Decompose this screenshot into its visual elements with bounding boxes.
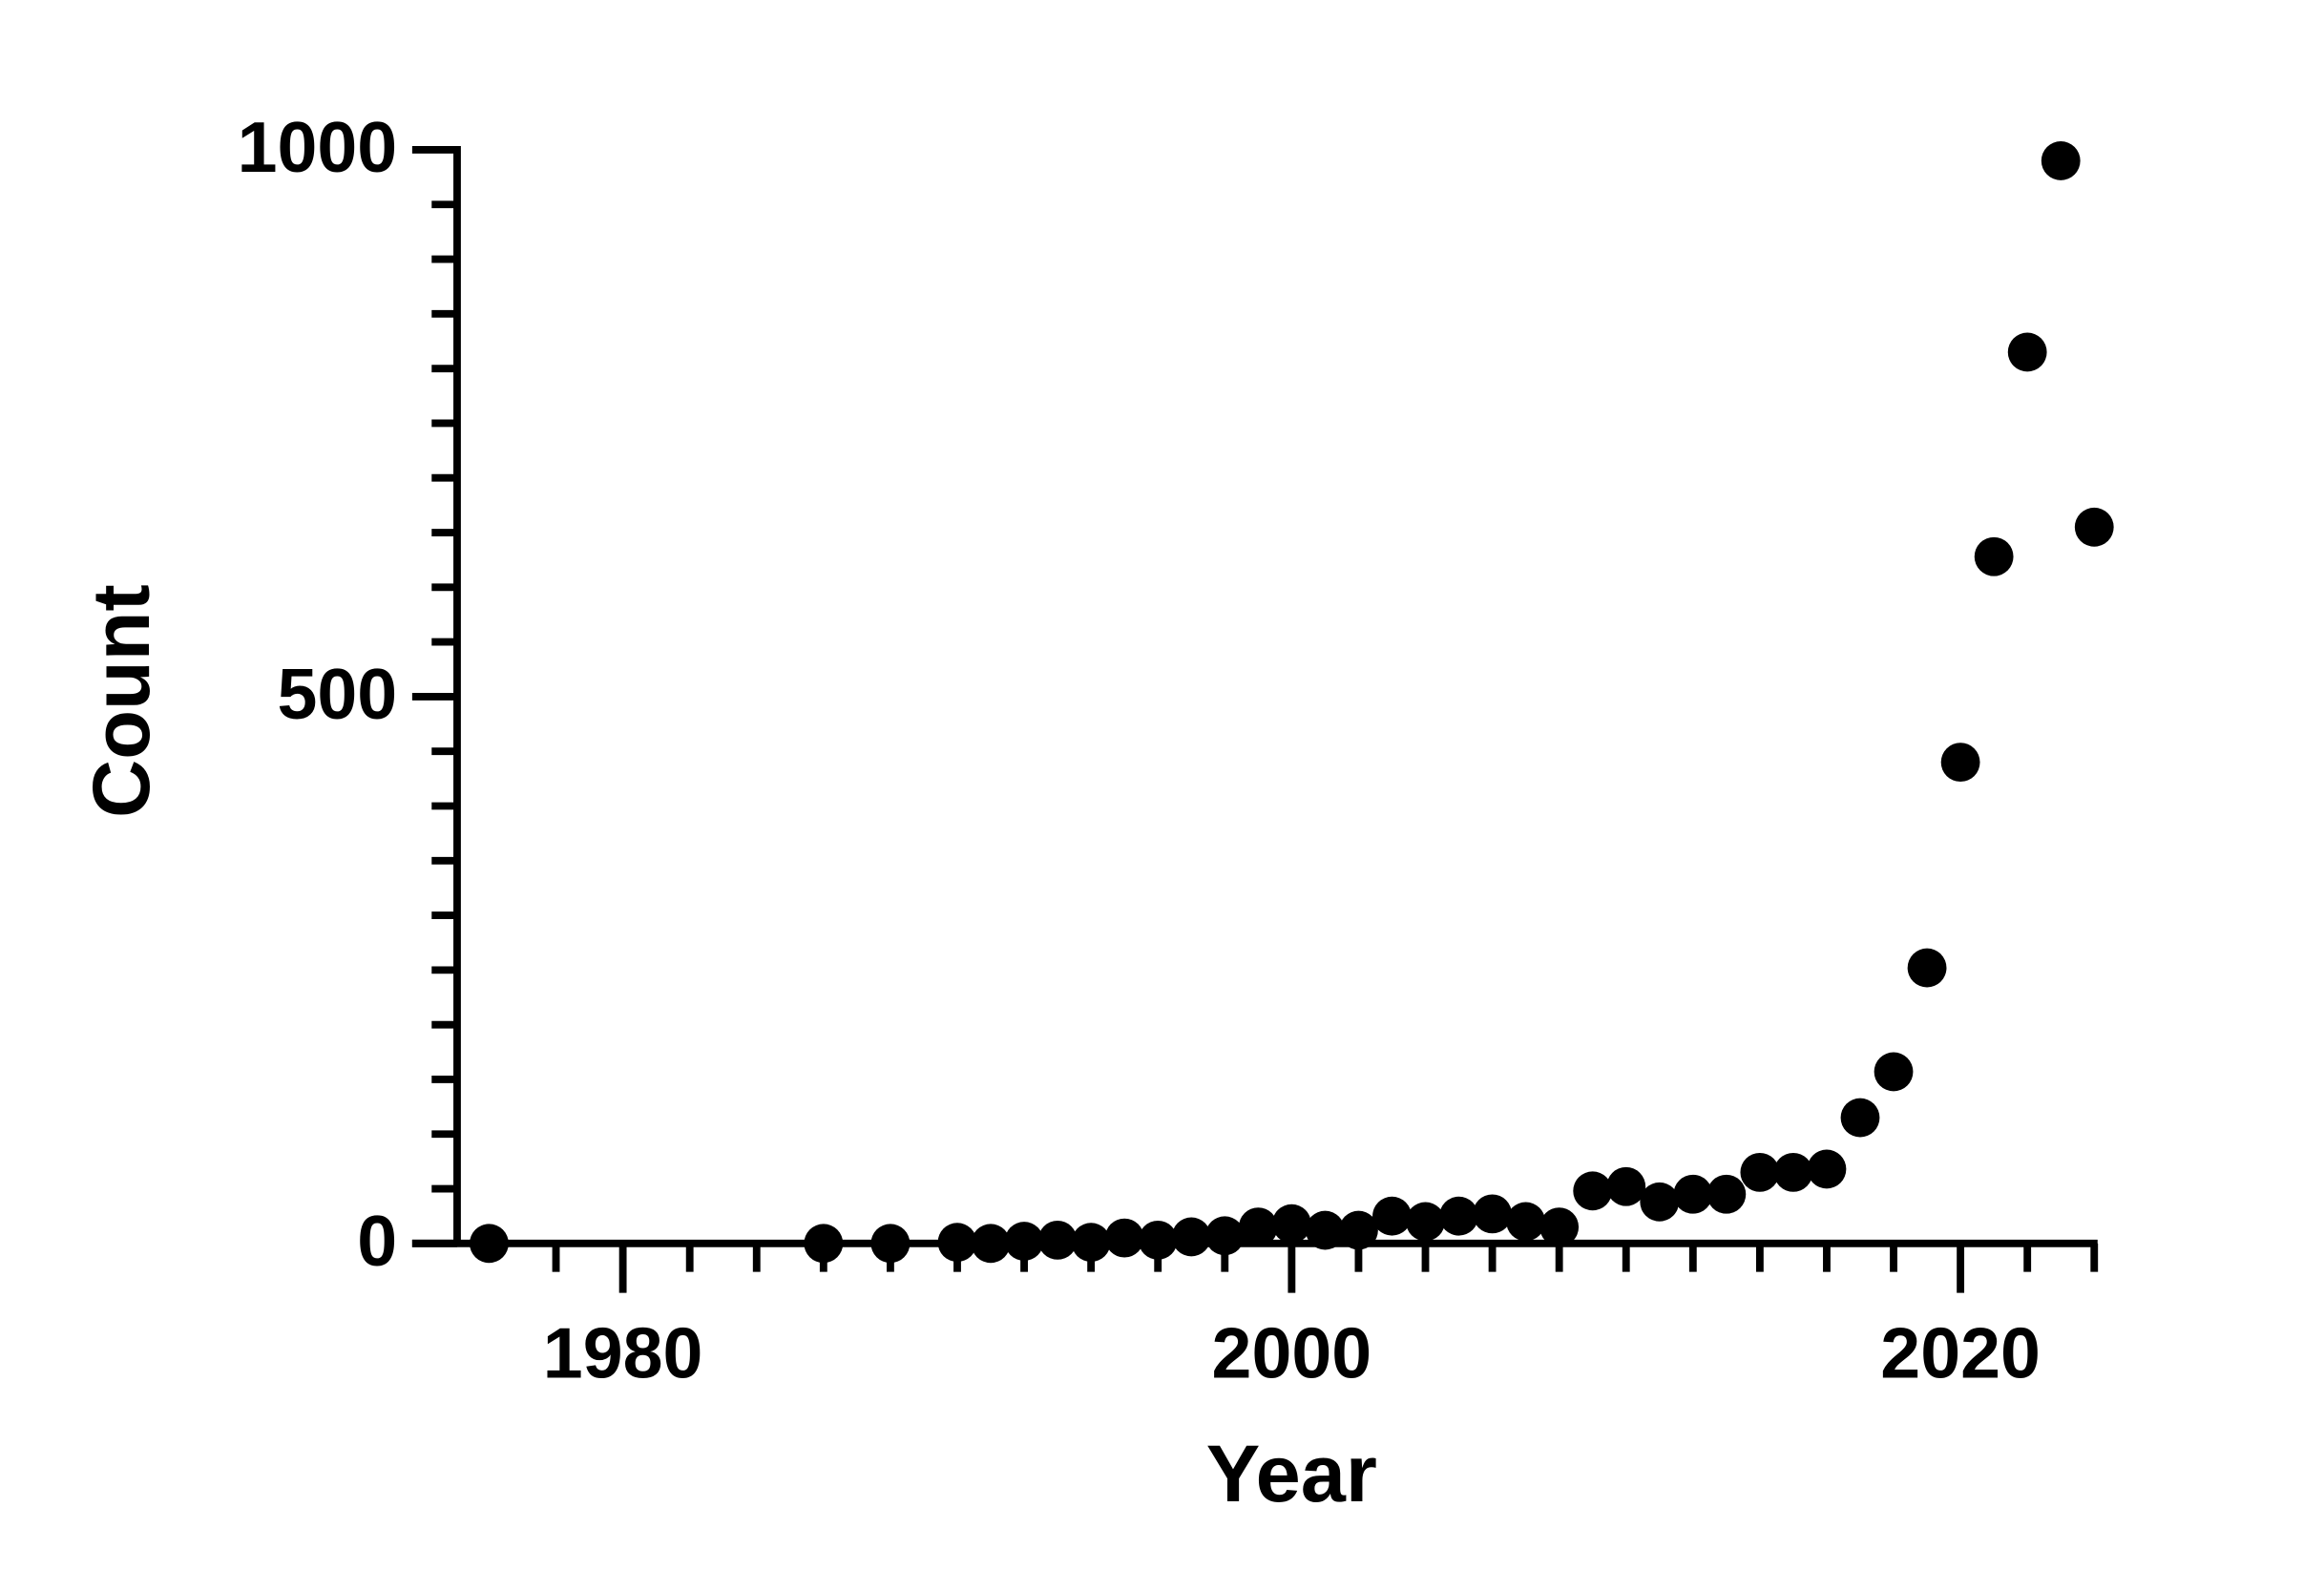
data-point	[971, 1224, 1011, 1264]
data-point	[1305, 1210, 1345, 1250]
y-tick-label: 1000	[238, 107, 398, 187]
data-point	[1606, 1166, 1646, 1206]
x-tick-label: 1980	[543, 1313, 703, 1393]
data-point	[1840, 1098, 1880, 1138]
data-point	[1406, 1202, 1445, 1242]
x-tick-label: 2020	[1880, 1313, 2041, 1393]
y-axis-title: Count	[75, 584, 166, 818]
data-point	[1037, 1220, 1078, 1260]
data-point	[2074, 507, 2114, 547]
data-point	[1706, 1174, 1747, 1214]
data-point	[1940, 743, 1980, 783]
y-tick-label: 500	[277, 654, 397, 734]
y-tick-label: 0	[357, 1201, 397, 1281]
data-point	[1004, 1222, 1044, 1261]
data-point	[1339, 1210, 1378, 1250]
data-point	[1874, 1052, 1914, 1092]
data-point	[2041, 141, 2081, 180]
data-point	[1506, 1202, 1546, 1242]
data-point	[1104, 1218, 1144, 1258]
data-point	[937, 1223, 977, 1263]
data-point	[1773, 1152, 1813, 1192]
data-point	[1907, 948, 1947, 988]
data-point	[1138, 1220, 1178, 1260]
data-point	[1974, 536, 2014, 576]
data-point	[1439, 1196, 1478, 1236]
x-axis-title: Year	[1206, 1428, 1377, 1518]
data-point	[1204, 1216, 1245, 1256]
data-point	[870, 1224, 911, 1264]
data-point	[2007, 332, 2047, 372]
data-point	[1473, 1194, 1512, 1234]
data-point	[1372, 1196, 1412, 1236]
data-point	[1740, 1152, 1780, 1192]
data-point	[1807, 1149, 1847, 1189]
x-tick-label: 2000	[1212, 1313, 1372, 1393]
data-point	[1238, 1207, 1278, 1247]
data-point	[1640, 1182, 1680, 1222]
data-point	[1271, 1204, 1311, 1244]
data-point	[804, 1224, 844, 1264]
data-point	[1573, 1171, 1613, 1211]
data-point	[1673, 1174, 1713, 1214]
data-point	[1539, 1207, 1580, 1247]
data-point	[1171, 1217, 1211, 1257]
data-point	[1071, 1223, 1111, 1263]
data-point	[470, 1224, 509, 1264]
